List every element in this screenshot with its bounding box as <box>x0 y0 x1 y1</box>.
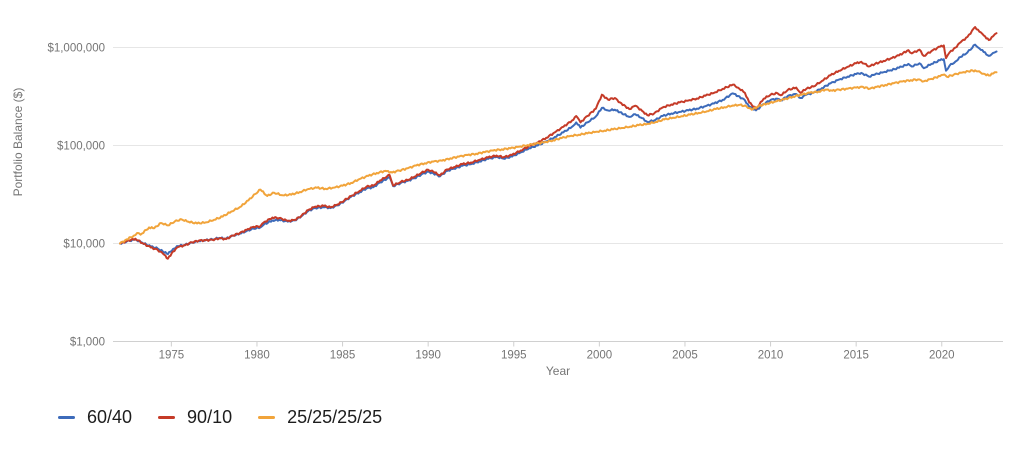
x-tick-label: 1980 <box>244 350 270 362</box>
series-line-25-25-25-25 <box>119 69 998 245</box>
series-line-90-10 <box>119 26 998 260</box>
x-tick-label: 1975 <box>159 350 185 362</box>
x-tick-label: 1995 <box>501 350 527 362</box>
x-tick-label: 1990 <box>415 350 441 362</box>
legend: 60/40 90/10 25/25/25/25 <box>58 408 382 426</box>
y-tick-label: $1,000 <box>70 337 105 349</box>
legend-dash-icon <box>58 415 75 419</box>
y-tick-label: $10,000 <box>63 239 105 251</box>
x-tick-label: 2010 <box>758 350 784 362</box>
x-tick-label: 2015 <box>843 350 869 362</box>
legend-label: 25/25/25/25 <box>287 407 383 427</box>
x-tick-label: 1985 <box>330 350 356 362</box>
legend-item-25-25-25-25[interactable]: 25/25/25/25 <box>258 408 382 426</box>
x-tick-label: 2000 <box>587 350 613 362</box>
legend-dash-icon <box>258 415 276 419</box>
legend-item-90-10[interactable]: 90/10 <box>158 408 232 426</box>
x-tick-label: 2020 <box>929 350 955 362</box>
x-axis-title: Year <box>545 364 571 378</box>
series-line-60-40 <box>119 43 998 256</box>
y-tick-label: $1,000,000 <box>47 43 105 55</box>
x-tick-label: 2005 <box>672 350 698 362</box>
legend-label: 90/10 <box>187 407 233 427</box>
y-tick-label: $100,000 <box>57 141 105 153</box>
legend-dash-icon <box>158 415 176 419</box>
legend-item-60-40[interactable]: 60/40 <box>58 408 132 426</box>
legend-label: 60/40 <box>87 407 133 427</box>
